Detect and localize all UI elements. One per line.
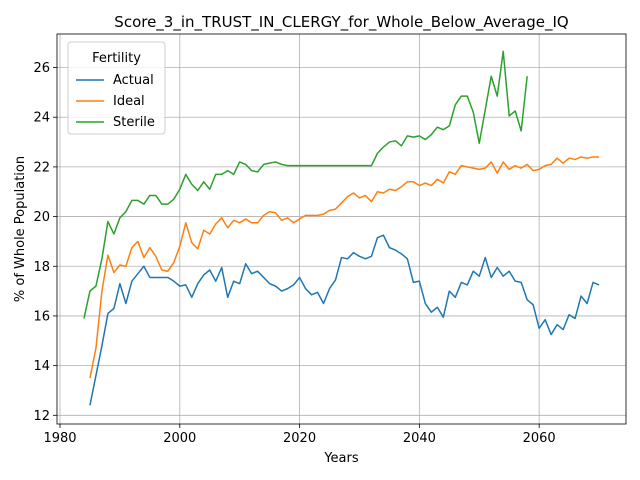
x-axis-title: Years: [323, 451, 359, 466]
series-lines: [83, 50, 600, 406]
y-tick-label: 24: [33, 111, 50, 126]
x-tick-label: 2060: [523, 431, 556, 446]
legend-box: [67, 41, 166, 135]
y-tick-label: 16: [33, 309, 50, 324]
y-tick-label: 12: [33, 409, 50, 424]
legend-label-ideal: Ideal: [113, 94, 145, 109]
x-tick-label: 2000: [163, 431, 196, 446]
legend-items: Actual Ideal Sterile: [76, 73, 155, 130]
series-line-ideal: [89, 156, 600, 379]
x-tick-label: 2020: [283, 431, 316, 446]
y-axis-title: % of Whole Population: [13, 156, 28, 302]
y-tick-label: 14: [33, 359, 50, 374]
grid-lines: [57, 34, 626, 424]
series-line-actual: [89, 234, 600, 406]
plot-frame: [56, 33, 627, 425]
y-tick-label: 18: [33, 260, 50, 275]
series-line-sterile: [83, 50, 528, 319]
legend-label-actual: Actual: [113, 73, 154, 88]
legend-title: Fertility: [92, 51, 141, 66]
x-axis-ticks: 1980 2000 2020 2040 2060: [43, 424, 556, 446]
x-tick-label: 1980: [43, 431, 76, 446]
x-tick-label: 2040: [403, 431, 436, 446]
chart-title: Score_3_in_TRUST_IN_CLERGY_for_Whole_Bel…: [114, 13, 568, 32]
axes-frame: [56, 33, 627, 425]
legend-label-sterile: Sterile: [113, 115, 155, 130]
y-axis-ticks: 12 14 16 18 20 22 24 26: [33, 61, 57, 424]
y-tick-label: 26: [33, 61, 50, 76]
y-tick-label: 20: [33, 210, 50, 225]
y-tick-label: 22: [33, 160, 50, 175]
legend: Fertility Actual Ideal Sterile: [67, 41, 166, 135]
